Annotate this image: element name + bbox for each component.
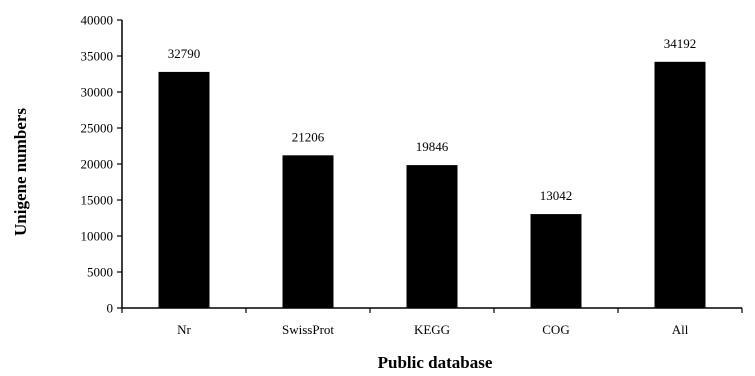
x-tick-label: SwissProt bbox=[282, 322, 334, 337]
bar bbox=[654, 61, 706, 309]
bar bbox=[406, 165, 458, 308]
y-tick-label: 35000 bbox=[81, 49, 114, 64]
data-label: 19846 bbox=[416, 139, 449, 154]
x-axis-title: Public database bbox=[378, 353, 493, 372]
y-tick-label: 0 bbox=[107, 301, 114, 316]
x-tick-label: All bbox=[672, 322, 689, 337]
y-tick-label: 25000 bbox=[81, 121, 114, 136]
x-axis bbox=[121, 307, 743, 313]
y-axis bbox=[117, 19, 123, 309]
y-tick-label: 40000 bbox=[81, 13, 114, 28]
y-tick-label: 15000 bbox=[81, 193, 114, 208]
y-tick-label: 5000 bbox=[87, 265, 113, 280]
x-tick-label: Nr bbox=[177, 322, 191, 337]
bar bbox=[530, 214, 582, 308]
bar bbox=[158, 71, 210, 308]
x-tick-label: COG bbox=[542, 322, 569, 337]
data-labels: 32790 21206 19846 13042 34192 bbox=[168, 36, 697, 203]
bars-group bbox=[158, 61, 706, 309]
data-label: 32790 bbox=[168, 46, 201, 61]
x-tick-labels: Nr SwissProt KEGG COG All bbox=[177, 322, 689, 337]
bar bbox=[282, 155, 334, 308]
x-tick-label: KEGG bbox=[414, 322, 450, 337]
y-tick-labels: 0 5000 10000 15000 20000 25000 30000 35000 40000 bbox=[81, 13, 114, 316]
data-label: 21206 bbox=[292, 129, 325, 144]
y-tick-label: 10000 bbox=[81, 229, 114, 244]
data-label: 13042 bbox=[540, 188, 573, 203]
y-tick-label: 20000 bbox=[81, 157, 114, 172]
data-label: 34192 bbox=[664, 36, 697, 51]
y-tick-label: 30000 bbox=[81, 85, 114, 100]
y-axis-title: Unigene numbers bbox=[11, 108, 30, 236]
